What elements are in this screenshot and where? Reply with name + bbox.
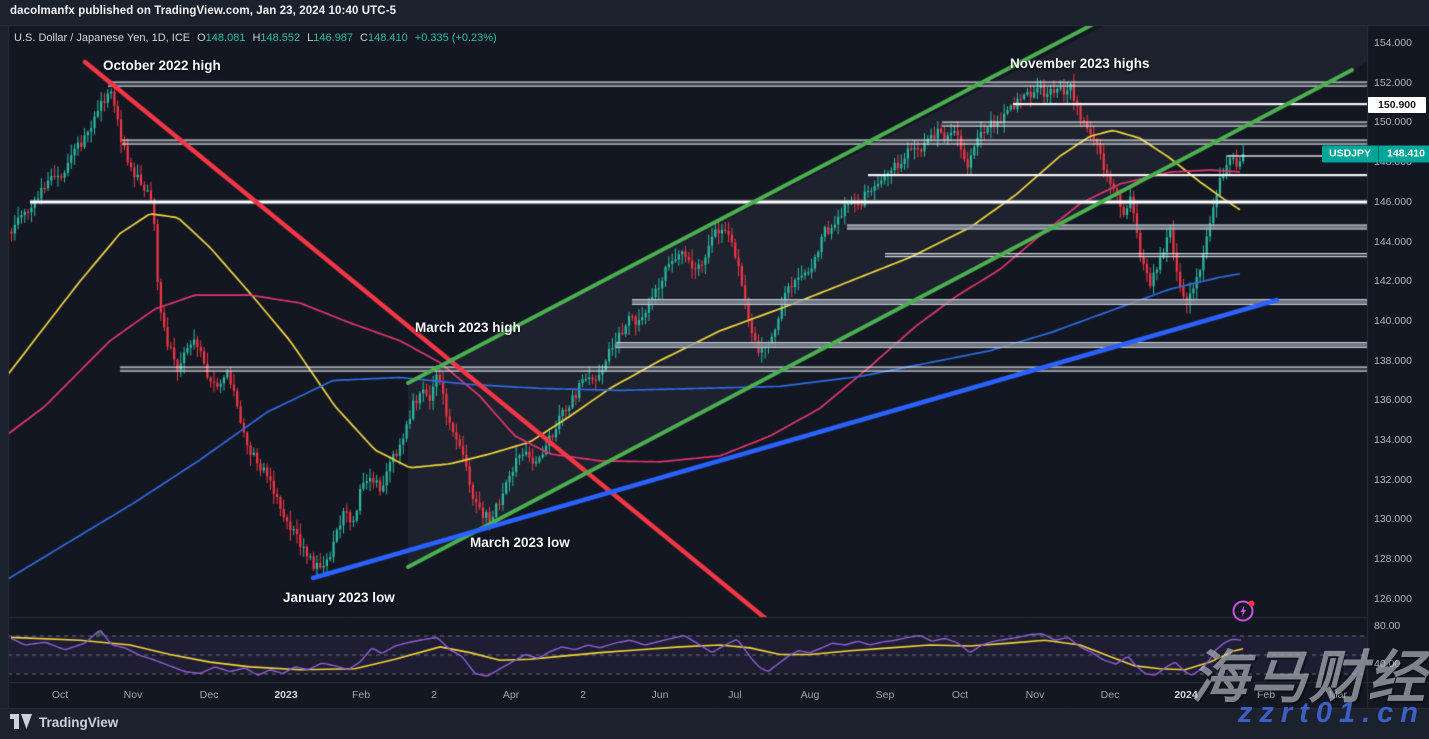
tradingview-logo-icon (10, 714, 32, 729)
price-axis-tick: 146.000 (1374, 195, 1412, 208)
time-axis-tick: Feb (351, 689, 371, 701)
time-axis-tick: 2 (431, 689, 437, 701)
ohlc-value: 148.552 (260, 32, 301, 44)
ohlc-value: 148.410 (368, 32, 408, 44)
tradingview-footer[interactable]: TradingView (10, 714, 118, 730)
price-axis-tick: 128.000 (1374, 553, 1412, 566)
watermark-cjk: 海马财经 (1191, 646, 1427, 710)
price-axis-tick: 154.000 (1374, 37, 1412, 49)
time-axis-tick: Dec (1100, 689, 1120, 701)
ohlc-label: O (197, 32, 206, 44)
time-axis-tick: Apr (502, 689, 520, 701)
price-axis-tick: 140.000 (1374, 314, 1412, 327)
published-bar: dacolmanfx published on TradingView.com,… (10, 5, 397, 17)
tradingview-brand: TradingView (39, 714, 119, 730)
symbol-info-bar[interactable]: U.S. Dollar / Japanese Yen, 1D, ICE O148.… (14, 32, 497, 44)
price-axis-tick: 134.000 (1374, 434, 1412, 446)
price-axis-tick: 144.000 (1374, 235, 1412, 248)
time-axis-tick: 2024 (1174, 689, 1198, 701)
chart-annotation: November 2023 highs (1010, 56, 1150, 71)
price-level-label: 150.900 (1368, 96, 1426, 113)
time-axis-tick: Nov (123, 689, 143, 701)
chart-annotation: October 2022 high (103, 58, 221, 73)
price-axis-tick: 136.000 (1374, 394, 1412, 407)
price-axis-tick: 126.000 (1374, 592, 1412, 605)
chart-annotation: January 2023 low (283, 590, 395, 605)
watermark-url: zzrt01.cn (1237, 697, 1425, 729)
time-axis-tick: Mar (1328, 689, 1348, 701)
time-axis-tick: Aug (800, 689, 820, 701)
indicator-axis-tick: 40.00 (1374, 658, 1401, 670)
time-axis-tick: Dec (199, 689, 219, 701)
time-axis-tick: Sep (875, 689, 895, 701)
indicator-axis-tick: 80.00 (1374, 620, 1401, 632)
time-axis-tick: Jul (728, 689, 742, 701)
time-axis-tick: 2 (580, 689, 586, 701)
time-axis-tick: Feb (1256, 689, 1276, 701)
ohlc-value: 146.987 (313, 32, 354, 44)
price-change: +0.335 (+0.23%) (414, 32, 497, 44)
last-price-label: USDJPY 148.410 (1322, 145, 1429, 163)
price-axis-tick: 138.000 (1374, 354, 1412, 367)
chart-annotation: March 2023 high (415, 320, 521, 335)
ohlc-label: H (252, 32, 261, 44)
flash-boost-icon[interactable] (1232, 599, 1256, 623)
ohlc-label: L (307, 32, 314, 44)
time-axis-tick: Nov (1025, 689, 1045, 701)
last-price-symbol: USDJPY (1322, 145, 1380, 163)
time-axis-tick: Oct (51, 689, 69, 701)
price-axis-tick: 142.000 (1374, 275, 1412, 288)
last-price-value: 148.410 (1379, 145, 1429, 163)
symbol-title: U.S. Dollar / Japanese Yen, 1D, ICE (14, 32, 191, 44)
time-axis-tick: Oct (951, 689, 969, 701)
ohlc-label: C (360, 32, 368, 44)
time-axis-tick: Jun (651, 689, 669, 701)
ohlc-value: 148.081 (205, 32, 246, 44)
price-axis-tick: 130.000 (1374, 513, 1412, 526)
time-axis-tick: 2023 (274, 689, 298, 701)
chart-annotation: March 2023 low (470, 535, 570, 550)
price-axis-tick: 150.000 (1374, 116, 1412, 129)
price-axis-tick: 152.000 (1374, 76, 1412, 89)
price-axis-tick: 132.000 (1374, 473, 1412, 486)
